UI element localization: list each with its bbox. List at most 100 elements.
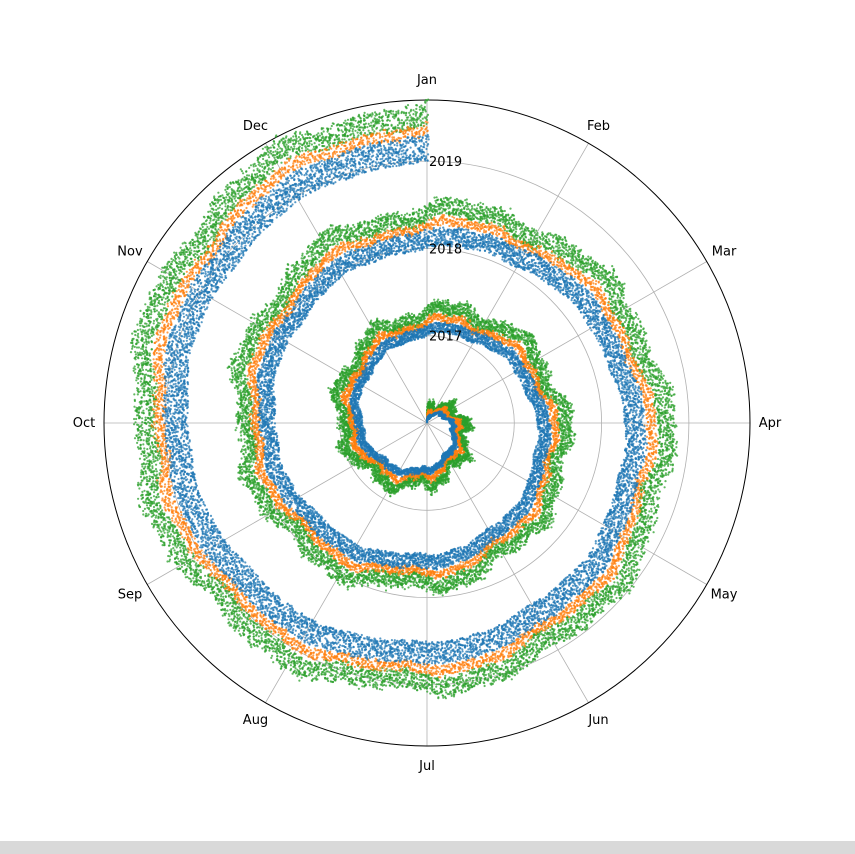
- data-point: [560, 470, 563, 473]
- data-point: [470, 310, 473, 313]
- spoke-jun: [426, 422, 589, 703]
- data-point: [542, 361, 545, 364]
- data-point: [534, 345, 538, 348]
- data-point: [417, 484, 420, 487]
- data-point: [476, 315, 480, 318]
- data-point: [538, 362, 541, 365]
- data-point: [456, 309, 459, 312]
- data-point: [413, 487, 417, 490]
- data-point: [564, 421, 567, 424]
- data-point: [421, 310, 424, 313]
- data-point: [334, 406, 337, 409]
- data-point: [544, 369, 547, 372]
- data-point: [560, 439, 564, 443]
- data-point: [432, 400, 436, 403]
- data-point: [467, 441, 470, 444]
- data-point: [520, 334, 524, 337]
- data-point: [464, 304, 467, 307]
- data-point: [357, 467, 360, 470]
- data-point: [359, 351, 362, 354]
- data-point: [382, 487, 385, 490]
- data-point: [549, 390, 552, 393]
- data-point: [557, 394, 560, 398]
- data-point: [559, 461, 562, 464]
- data-point: [573, 438, 576, 441]
- data-point: [347, 366, 350, 369]
- data-point: [341, 438, 344, 441]
- data-point: [404, 313, 408, 316]
- data-point: [466, 307, 469, 310]
- data-point: [369, 476, 373, 479]
- data-point: [423, 309, 426, 312]
- data-point: [537, 358, 541, 361]
- data-point: [423, 307, 426, 310]
- data-point: [549, 371, 552, 374]
- data-point: [376, 318, 379, 321]
- data-point: [472, 325, 475, 328]
- data-point: [514, 329, 518, 332]
- data-point: [334, 446, 337, 449]
- data-point: [429, 493, 432, 496]
- data-point: [547, 376, 550, 379]
- data-point: [568, 442, 572, 445]
- data-point: [377, 323, 380, 326]
- data-point: [560, 429, 563, 432]
- data-point: [568, 419, 572, 422]
- data-point: [474, 314, 477, 317]
- series-band-1: [129, 98, 679, 700]
- data-point: [560, 409, 563, 412]
- data-point: [484, 321, 487, 325]
- data-point: [340, 447, 344, 450]
- data-point: [360, 339, 363, 342]
- data-point: [351, 450, 354, 453]
- data-point: [348, 457, 351, 461]
- data-point: [340, 434, 343, 437]
- data-point: [336, 426, 339, 429]
- data-point: [570, 434, 573, 437]
- spoke-mar: [426, 261, 707, 424]
- data-point: [538, 350, 542, 353]
- data-point: [492, 318, 495, 321]
- data-point: [565, 424, 568, 427]
- data-point: [560, 396, 563, 399]
- data-point: [370, 468, 373, 472]
- data-point: [433, 402, 436, 405]
- data-point: [448, 471, 451, 474]
- data-point: [339, 424, 342, 427]
- data-point: [547, 383, 550, 386]
- data-point: [423, 484, 426, 487]
- data-point: [556, 452, 560, 455]
- data-point: [515, 337, 518, 340]
- data-point: [338, 391, 341, 395]
- data-point: [469, 304, 473, 307]
- data-point: [561, 432, 564, 435]
- data-point: [563, 448, 566, 451]
- data-point: [336, 422, 339, 425]
- data-point: [559, 445, 562, 448]
- data-point: [531, 357, 534, 360]
- data-point: [431, 310, 434, 313]
- data-point: [460, 305, 463, 308]
- data-point: [458, 466, 461, 470]
- data-point: [435, 490, 438, 493]
- data-point: [369, 334, 372, 337]
- data-point: [349, 460, 352, 463]
- data-point: [473, 321, 476, 324]
- data-point: [344, 365, 347, 368]
- data-point: [556, 460, 559, 463]
- data-point: [424, 488, 427, 491]
- data-point: [342, 384, 345, 387]
- data-point: [489, 320, 492, 323]
- data-point: [339, 408, 342, 411]
- data-point: [568, 412, 571, 415]
- data-point: [536, 354, 540, 357]
- data-point: [339, 402, 343, 405]
- data-point: [569, 404, 573, 407]
- data-point: [471, 457, 474, 460]
- data-point: [345, 438, 348, 441]
- data-point: [333, 399, 336, 402]
- data-point: [432, 398, 435, 401]
- data-point: [423, 316, 426, 319]
- data-point: [444, 481, 447, 484]
